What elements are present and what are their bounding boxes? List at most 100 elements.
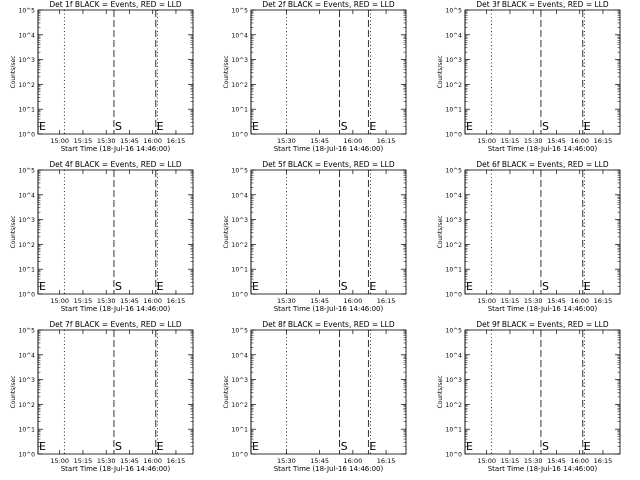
y-tick-label: 10^3 bbox=[19, 57, 36, 64]
y-tick-label: 10^0 bbox=[232, 132, 249, 139]
plot-title: Det 3f BLACK = Events, RED = LLD bbox=[476, 0, 609, 9]
x-tick-label: 15:30 bbox=[524, 297, 543, 305]
x-axis-label: Start Time (18-Jul-16 14:46:00) bbox=[488, 465, 598, 473]
x-tick-label: 15:45 bbox=[120, 297, 139, 305]
y-axis-label: Counts/sec bbox=[10, 55, 17, 88]
x-tick-label: 16:15 bbox=[377, 297, 396, 305]
y-tick-label: 10^2 bbox=[232, 402, 249, 409]
y-tick-label: 10^2 bbox=[446, 82, 463, 89]
x-axis-label: Start Time (18-Jul-16 14:46:00) bbox=[274, 305, 384, 313]
x-tick-label: 15:15 bbox=[74, 457, 93, 465]
y-axis-label: Counts/sec bbox=[223, 55, 230, 88]
x-axis-label: Start Time (18-Jul-16 14:46:00) bbox=[61, 465, 171, 473]
marker-label: E bbox=[39, 120, 46, 133]
x-tick-label: 15:30 bbox=[524, 137, 543, 145]
marker-label: E bbox=[252, 120, 259, 133]
y-tick-label: 10^4 bbox=[232, 352, 249, 359]
x-axis-label: Start Time (18-Jul-16 14:46:00) bbox=[488, 145, 598, 153]
plot-title: Det 5f BLACK = Events, RED = LLD bbox=[262, 160, 395, 169]
x-tick-label: 16:00 bbox=[570, 297, 589, 305]
plot-title: Det 1f BLACK = Events, RED = LLD bbox=[49, 0, 182, 9]
marker-label: S bbox=[115, 280, 122, 293]
detector-panel-7: Det 7f BLACK = Events, RED = LLD 10^0 10^1… bbox=[10, 320, 194, 473]
plot-title: Det 4f BLACK = Events, RED = LLD bbox=[49, 160, 182, 169]
plot-frame bbox=[37, 329, 194, 455]
y-tick-label: 10^4 bbox=[446, 352, 463, 359]
y-tick-label: 10^1 bbox=[19, 107, 36, 114]
y-tick-label: 10^0 bbox=[232, 292, 249, 299]
marker-label: S bbox=[341, 280, 348, 293]
y-tick-label: 10^2 bbox=[232, 242, 249, 249]
x-tick-label: 15:30 bbox=[277, 297, 296, 305]
marker-label: E bbox=[157, 440, 164, 453]
marker-label: E bbox=[584, 120, 591, 133]
marker-label: E bbox=[39, 440, 46, 453]
marker-label: S bbox=[341, 440, 348, 453]
y-tick-label: 10^1 bbox=[232, 107, 249, 114]
marker-label: E bbox=[584, 280, 591, 293]
x-tick-label: 16:15 bbox=[167, 457, 186, 465]
y-tick-label: 10^1 bbox=[446, 107, 463, 114]
x-tick-label: 15:00 bbox=[50, 457, 69, 465]
x-tick-label: 15:00 bbox=[50, 137, 69, 145]
x-tick-label: 15:00 bbox=[477, 297, 496, 305]
y-tick-label: 10^0 bbox=[19, 452, 36, 459]
plot-title: Det 7f BLACK = Events, RED = LLD bbox=[49, 320, 182, 329]
y-tick-label: 10^4 bbox=[232, 192, 249, 199]
x-tick-label: 15:45 bbox=[120, 137, 139, 145]
marker-label: S bbox=[115, 120, 122, 133]
marker-label: S bbox=[542, 440, 549, 453]
plot-frame bbox=[250, 169, 407, 295]
marker-label: S bbox=[542, 120, 549, 133]
x-tick-label: 15:30 bbox=[97, 297, 116, 305]
marker-label: S bbox=[341, 120, 348, 133]
y-axis-label: Counts/sec bbox=[437, 215, 444, 248]
x-tick-label: 15:30 bbox=[277, 457, 296, 465]
x-tick-label: 15:00 bbox=[50, 297, 69, 305]
plot-title: Det 2f BLACK = Events, RED = LLD bbox=[262, 0, 395, 9]
plot-frame bbox=[464, 9, 621, 135]
marker-label: S bbox=[542, 280, 549, 293]
y-tick-label: 10^3 bbox=[446, 57, 463, 64]
x-tick-label: 15:45 bbox=[547, 457, 566, 465]
marker-label: E bbox=[157, 120, 164, 133]
y-tick-label: 10^5 bbox=[446, 168, 463, 175]
y-tick-label: 10^4 bbox=[19, 32, 36, 39]
detector-panel-9: Det 9f BLACK = Events, RED = LLD 10^0 10^1… bbox=[437, 320, 621, 473]
x-tick-label: 16:15 bbox=[377, 137, 396, 145]
x-tick-label: 15:45 bbox=[547, 297, 566, 305]
x-axis-label: Start Time (18-Jul-16 14:46:00) bbox=[61, 305, 171, 313]
detector-panel-5: Det 5f BLACK = Events, RED = LLD 10^0 10^1… bbox=[223, 160, 407, 313]
x-tick-label: 16:00 bbox=[570, 457, 589, 465]
x-tick-label: 16:15 bbox=[167, 137, 186, 145]
plot-frame bbox=[250, 329, 407, 455]
y-tick-label: 10^5 bbox=[232, 328, 249, 335]
plot-title: Det 8f BLACK = Events, RED = LLD bbox=[262, 320, 395, 329]
x-tick-label: 15:30 bbox=[97, 137, 116, 145]
marker-label: E bbox=[252, 440, 259, 453]
x-tick-label: 15:45 bbox=[120, 457, 139, 465]
x-tick-label: 15:30 bbox=[97, 457, 116, 465]
y-tick-label: 10^0 bbox=[19, 292, 36, 299]
y-tick-label: 10^0 bbox=[446, 292, 463, 299]
marker-label: E bbox=[584, 440, 591, 453]
marker-label: E bbox=[39, 280, 46, 293]
detector-panel-1: Det 1f BLACK = Events, RED = LLD 10^0 10^1… bbox=[10, 0, 194, 153]
y-axis-label: Counts/sec bbox=[437, 55, 444, 88]
y-tick-label: 10^2 bbox=[446, 242, 463, 249]
x-axis-label: Start Time (18-Jul-16 14:46:00) bbox=[488, 305, 598, 313]
y-tick-label: 10^1 bbox=[232, 267, 249, 274]
y-tick-label: 10^1 bbox=[232, 427, 249, 434]
x-tick-label: 15:45 bbox=[310, 137, 329, 145]
y-axis-label: Counts/sec bbox=[10, 215, 17, 248]
y-tick-label: 10^5 bbox=[446, 328, 463, 335]
x-tick-label: 15:15 bbox=[74, 137, 93, 145]
y-tick-label: 10^5 bbox=[19, 8, 36, 15]
x-axis-label: Start Time (18-Jul-16 14:46:00) bbox=[274, 465, 384, 473]
x-tick-label: 16:15 bbox=[594, 297, 613, 305]
x-tick-label: 15:15 bbox=[74, 297, 93, 305]
y-tick-label: 10^1 bbox=[446, 267, 463, 274]
x-tick-label: 15:30 bbox=[524, 457, 543, 465]
x-tick-label: 15:15 bbox=[501, 457, 520, 465]
y-tick-label: 10^3 bbox=[232, 377, 249, 384]
